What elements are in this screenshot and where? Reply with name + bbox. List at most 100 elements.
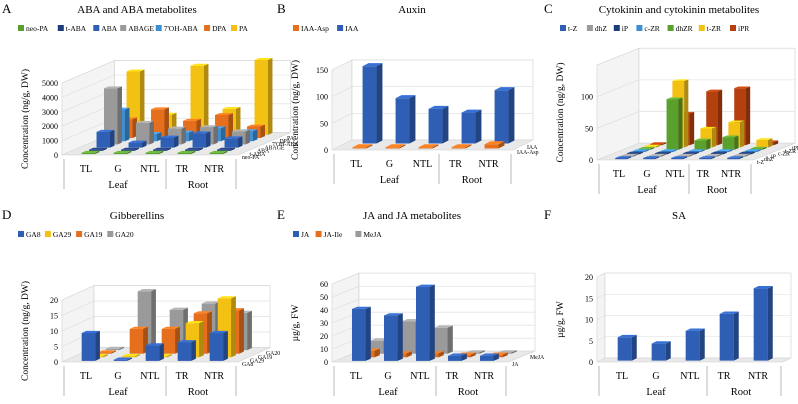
bar-pa-tr-side bbox=[235, 107, 241, 135]
y-tick-label: 15 bbox=[585, 294, 593, 303]
bar-ga19-g bbox=[129, 326, 148, 354]
bar-t-zr-ntl-top bbox=[700, 126, 717, 129]
legend-label-7-oh-aba: 7'OH-ABA bbox=[164, 24, 199, 33]
bar-dhzr-ntl-front bbox=[694, 140, 707, 150]
y-tick-label: 0 bbox=[324, 358, 328, 367]
y-axis-title: Concentration (ng/g, DW) bbox=[20, 69, 31, 169]
depth-label-t-aba: t-ABA bbox=[250, 152, 267, 158]
bar-iaa-tr-front bbox=[461, 112, 476, 144]
bar-ja-ntl-top bbox=[415, 284, 435, 287]
x-tick-label-tl: TL bbox=[80, 371, 92, 382]
bar-iaa-asp-ntr-front bbox=[484, 144, 499, 149]
legend-label-dpa: DPA bbox=[212, 24, 227, 33]
bar-t-zr-ntl bbox=[700, 126, 717, 148]
bar-aba-ntl-front bbox=[160, 137, 174, 148]
bar-iaa-tl-top bbox=[362, 63, 383, 67]
bar-ipr-tr-top bbox=[734, 86, 751, 89]
x-tick-label-g: G bbox=[652, 371, 659, 382]
panel-letter: A bbox=[2, 1, 12, 16]
panel-title: Auxin bbox=[398, 4, 426, 16]
x-tick-label-tl: TL bbox=[350, 371, 362, 382]
bar-ga20-tl-top bbox=[105, 346, 124, 349]
bar-iaa-ntl-top bbox=[428, 105, 449, 109]
bar-t-aba-tr bbox=[185, 147, 203, 151]
bar-sa-ntr-side bbox=[767, 285, 773, 361]
bar-iaa-tl-side bbox=[376, 63, 383, 144]
y-tick-label: 20 bbox=[50, 296, 58, 305]
bar-iaa-ntr-side bbox=[508, 87, 515, 144]
bar-ipr-tl-front bbox=[650, 143, 662, 146]
bar-ip-tl-front bbox=[626, 153, 639, 155]
bar-iaa-asp-g-front bbox=[385, 147, 400, 149]
legend-swatch-aba bbox=[93, 25, 100, 31]
bar-ja-ile-ntr-side bbox=[502, 352, 508, 358]
legend-label-ja: JA bbox=[301, 230, 310, 239]
bar-ja-g-front bbox=[383, 315, 398, 361]
bar-dhz-g-side bbox=[660, 153, 666, 157]
legend-label-ga19: GA19 bbox=[84, 230, 103, 239]
legend-swatch-t-zr bbox=[698, 25, 705, 31]
bar-neo-pa-ntl-top bbox=[145, 150, 164, 153]
gridline bbox=[61, 74, 291, 98]
bar-t-zr-tl bbox=[644, 144, 661, 148]
y-tick-label: 5 bbox=[54, 343, 58, 352]
legend-label-t-zr: t-ZR bbox=[707, 24, 721, 33]
bar-t-zr-tr-side bbox=[740, 120, 745, 148]
y-tick-label: 0 bbox=[589, 358, 593, 367]
bar-t-zr-ntr-side bbox=[768, 138, 773, 148]
bar-ja-ntl-side bbox=[429, 284, 435, 361]
bar-ga29-tr-top bbox=[185, 321, 204, 324]
bar-ip-ntr bbox=[738, 151, 755, 155]
legend-swatch-ga20 bbox=[107, 231, 114, 237]
bar-ja-ile-ntl-side bbox=[438, 351, 444, 358]
bar-dhz-tr-top bbox=[705, 153, 722, 156]
depth-label-t-z: t-Z bbox=[757, 160, 765, 166]
bar-ga19-tl-top bbox=[97, 350, 116, 353]
bar-ipr-tl-top bbox=[650, 142, 667, 144]
x-tick-label-tl: TL bbox=[616, 371, 628, 382]
bar-ja-tr bbox=[447, 353, 467, 361]
legend-label-ipr: iPR bbox=[738, 24, 749, 33]
bar-dhz-g bbox=[649, 153, 666, 157]
bar-ja-ile-tl-side bbox=[374, 348, 380, 358]
bar-t-z-ntl-top bbox=[671, 156, 688, 158]
group-label-leaf: Leaf bbox=[380, 175, 400, 186]
bar-dhzr-ntl-side bbox=[706, 138, 711, 150]
bar-t-aba-g bbox=[121, 147, 139, 151]
bar-ga19-tl-front bbox=[97, 352, 112, 354]
legend-label-ga8: GA8 bbox=[26, 230, 41, 239]
bar-t-z-ntr bbox=[727, 156, 744, 160]
panel-title: ABA and ABA metabolites bbox=[77, 4, 196, 16]
bar-t-z-tr-top bbox=[699, 156, 716, 158]
bar-sa-tl bbox=[617, 334, 637, 361]
bar-dhz-tl-front bbox=[621, 155, 633, 157]
bar-meja-ntl-side bbox=[447, 325, 453, 354]
legend-label-dhzr: dhZR bbox=[676, 24, 693, 33]
panel-e: E JA and JA metabolites JA JA-Ile MeJA 0 10 20 3… bbox=[277, 207, 545, 398]
bar-ga29-g-front bbox=[121, 356, 136, 358]
bar-neo-pa-tr-front bbox=[177, 152, 191, 155]
depth-label-pa: PA bbox=[287, 136, 295, 142]
legend-swatch-t-aba bbox=[57, 25, 64, 31]
legend-label-neo-pa: neo-PA bbox=[26, 24, 49, 33]
bar-ga29-ntr-side bbox=[231, 296, 236, 358]
depth-label-ga29: GA29 bbox=[250, 358, 264, 364]
panel-title: SA bbox=[672, 210, 686, 222]
side-wall bbox=[596, 47, 640, 161]
bar-t-aba-ntl-side bbox=[166, 147, 171, 151]
bar-meja-ntr-top bbox=[497, 350, 517, 353]
x-tick-label-ntl: NTL bbox=[665, 169, 684, 180]
legend-label-dhz: dhZ bbox=[595, 24, 608, 33]
bar-7-oh-aba-tl-side bbox=[124, 107, 130, 142]
bar-t-aba-ntl bbox=[153, 147, 171, 151]
bar-t-aba-tr-side bbox=[198, 147, 203, 151]
bar-ga8-ntl-front bbox=[145, 345, 160, 361]
bar-ga20-tl-front bbox=[105, 348, 120, 351]
bar-ga20-ntr-side bbox=[247, 310, 252, 351]
legend-swatch-ga8 bbox=[18, 231, 24, 237]
bar-iaa-asp-ntr-top bbox=[484, 141, 505, 145]
bar-ja-g-side bbox=[397, 313, 403, 361]
bar-neo-pa-ntl-side bbox=[158, 150, 164, 155]
